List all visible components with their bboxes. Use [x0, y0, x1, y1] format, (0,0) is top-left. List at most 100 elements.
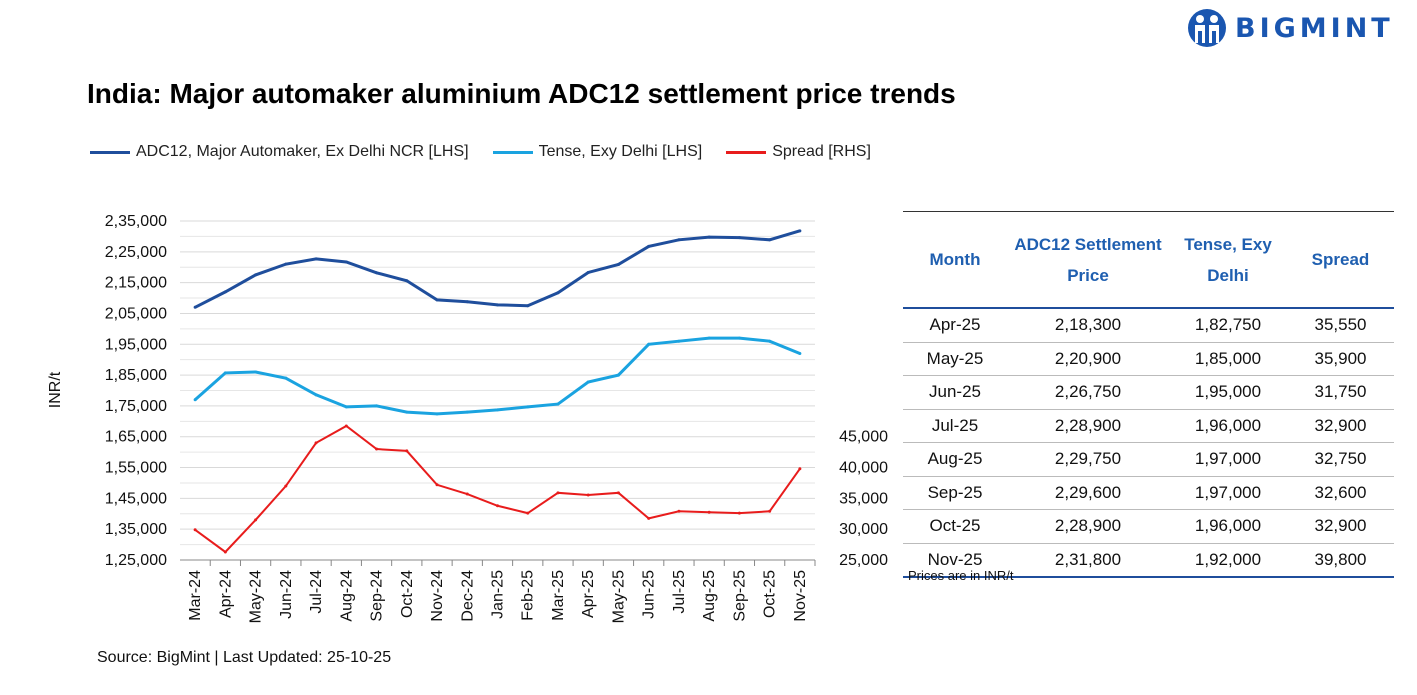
data-point-0 [375, 271, 379, 275]
table-row: Oct-25 2,28,900 1,96,000 32,900 [903, 509, 1394, 544]
table-cell: Oct-25 [903, 509, 1007, 544]
data-point-0 [223, 290, 227, 294]
table-cell: 1,92,000 [1169, 543, 1287, 578]
data-point-0 [707, 235, 711, 239]
data-point-0 [344, 260, 348, 264]
table-cell: 2,26,750 [1007, 375, 1169, 410]
data-point-2 [465, 492, 469, 496]
table-row: Aug-25 2,29,750 1,97,000 32,750 [903, 442, 1394, 477]
y-tick-label: 1,45,000 [105, 490, 167, 507]
brand-logo: BIGMINT [1187, 8, 1394, 48]
table-cell: 31,750 [1287, 375, 1394, 410]
x-tick-label: Jan-25 [490, 570, 507, 619]
table-cell: 2,29,600 [1007, 476, 1169, 510]
table-cell: 32,750 [1287, 442, 1394, 477]
brand-name: BIGMINT [1235, 12, 1394, 44]
data-point-2 [254, 518, 258, 522]
data-point-2 [314, 441, 318, 445]
table-cell: Nov-25 [903, 543, 1007, 578]
x-tick-label: Jul-24 [308, 570, 325, 614]
table-cell: 32,900 [1287, 409, 1394, 443]
data-point-2 [193, 528, 197, 532]
data-point-0 [768, 238, 772, 242]
y-tick-label: 2,25,000 [105, 244, 167, 261]
chart-title: India: Major automaker aluminium ADC12 s… [87, 78, 956, 109]
x-tick-label: Oct-25 [762, 570, 779, 618]
series-line-1 [194, 336, 801, 416]
data-point-2 [526, 511, 530, 515]
data-point-0 [647, 244, 651, 248]
table-cell: 2,20,900 [1007, 342, 1169, 376]
table-cell: 32,900 [1287, 509, 1394, 544]
data-point-1 [375, 404, 379, 408]
col-tense: Tense, Exy Delhi [1184, 234, 1272, 285]
table-row: Jul-25 2,28,900 1,96,000 32,900 [903, 409, 1394, 443]
table-cell: May-25 [903, 342, 1007, 376]
data-point-2 [616, 491, 620, 495]
table-cell: 1,95,000 [1169, 375, 1287, 410]
data-point-1 [284, 376, 288, 380]
x-tick-label: Nov-25 [792, 570, 809, 622]
data-point-1 [586, 380, 590, 384]
data-point-1 [768, 339, 772, 343]
x-tick-label: Sep-25 [731, 570, 748, 622]
table-cell: 1,85,000 [1169, 342, 1287, 376]
data-point-2 [647, 516, 651, 520]
data-point-0 [798, 229, 802, 233]
x-tick-label: Dec-24 [459, 570, 476, 622]
table-cell: 2,28,900 [1007, 409, 1169, 443]
data-point-2 [496, 504, 499, 508]
data-point-0 [556, 291, 560, 295]
series-line-0 [194, 229, 801, 309]
data-point-2 [677, 509, 681, 513]
data-point-0 [526, 304, 530, 308]
table-row: Nov-25 2,31,800 1,92,000 39,800 [903, 543, 1394, 578]
data-point-1 [556, 402, 560, 406]
table-row: Sep-25 2,29,600 1,97,000 32,600 [903, 476, 1394, 510]
y-tick-label: 1,95,000 [105, 336, 167, 353]
data-point-2 [344, 424, 348, 428]
y-tick-label: 2,35,000 [105, 213, 167, 230]
y-tick-label: 1,85,000 [105, 367, 167, 384]
data-point-1 [344, 405, 348, 409]
data-point-1 [798, 352, 802, 356]
col-adc12: ADC12 Settlement Price [1014, 234, 1162, 285]
data-point-0 [435, 298, 439, 302]
data-point-1 [254, 370, 258, 374]
table-cell: 1,96,000 [1169, 409, 1287, 443]
data-point-1 [193, 398, 197, 402]
table-cell: 39,800 [1287, 543, 1394, 578]
data-point-2 [707, 510, 711, 514]
data-point-1 [616, 373, 620, 377]
x-tick-label: Apr-25 [580, 570, 597, 618]
table-cell: 32,600 [1287, 476, 1394, 510]
data-point-2 [435, 483, 439, 487]
data-point-0 [586, 270, 590, 274]
data-point-2 [223, 550, 227, 554]
data-point-1 [647, 342, 651, 346]
y-axis-label: INR/t [47, 371, 64, 408]
data-point-1 [314, 393, 318, 397]
x-tick-label: Aug-25 [701, 570, 718, 622]
y2-tick-label: 45,000 [839, 429, 888, 446]
x-tick-label: Feb-25 [520, 570, 537, 621]
y-tick-label: 1,65,000 [105, 429, 167, 446]
data-point-1 [737, 336, 741, 340]
table-cell: 2,28,900 [1007, 509, 1169, 544]
x-tick-label: Jun-24 [278, 570, 295, 619]
y-tick-label: 1,25,000 [105, 552, 167, 569]
table-cell: Jun-25 [903, 375, 1007, 410]
data-point-2 [737, 511, 741, 515]
data-point-1 [223, 371, 227, 375]
table-cell: Apr-25 [903, 308, 1007, 343]
table-note: Prices are in INR/t [908, 568, 1014, 583]
table-cell: 1,97,000 [1169, 476, 1287, 510]
x-tick-label: Jun-25 [641, 570, 658, 619]
data-point-1 [526, 405, 530, 409]
table-cell: Aug-25 [903, 442, 1007, 477]
legend-item-tense: Tense, Exy Delhi [LHS] [492, 143, 702, 161]
table-cell: Sep-25 [903, 476, 1007, 510]
x-tick-label: Jul-25 [671, 570, 688, 614]
x-tick-label: Mar-25 [550, 570, 567, 621]
